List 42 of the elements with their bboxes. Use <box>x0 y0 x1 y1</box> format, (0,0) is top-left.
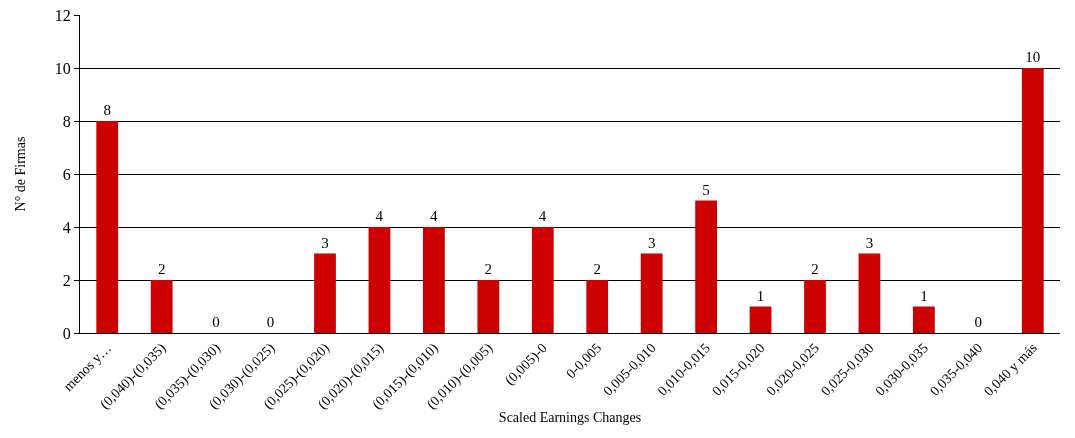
data-label: 2 <box>484 261 493 277</box>
bar <box>477 280 500 333</box>
bar <box>586 280 609 333</box>
data-label: 0 <box>266 314 275 330</box>
data-label: 5 <box>702 181 710 198</box>
data-label: 3 <box>865 234 874 251</box>
bar <box>1021 68 1044 333</box>
data-label: 2 <box>157 261 166 277</box>
data-label: 3 <box>321 234 329 251</box>
data-label: 1 <box>756 287 765 304</box>
y-tick-label: 6 <box>62 165 71 183</box>
y-tick-label: 2 <box>62 271 71 289</box>
bar <box>640 253 663 333</box>
bar <box>804 280 826 333</box>
data-label: 4 <box>538 208 547 224</box>
data-label: 4 <box>375 208 384 224</box>
bar <box>150 280 173 333</box>
y-tick-label: 12 <box>54 6 71 24</box>
bar <box>96 121 119 333</box>
bar <box>858 253 881 333</box>
data-label: 8 <box>103 102 111 118</box>
bar <box>314 253 336 333</box>
bar <box>749 306 772 333</box>
y-tick-label: 8 <box>62 112 71 130</box>
y-tick-label: 0 <box>62 324 71 342</box>
bar <box>368 227 391 333</box>
data-label: 0 <box>212 314 220 330</box>
bar <box>913 306 935 333</box>
data-label: 2 <box>811 261 819 277</box>
bar <box>423 227 445 333</box>
y-axis-title: N° de Firmas <box>13 136 29 212</box>
bar <box>695 200 717 333</box>
data-label: 10 <box>1025 49 1041 65</box>
data-label: 3 <box>647 234 656 251</box>
data-label: 1 <box>920 287 928 304</box>
x-axis-title: Scaled Earnings Changes <box>498 409 642 425</box>
data-label: 4 <box>429 208 438 224</box>
y-tick-label: 4 <box>62 218 71 236</box>
data-label: 2 <box>593 261 601 277</box>
y-tick-label: 10 <box>54 59 71 77</box>
data-label: 0 <box>974 314 983 330</box>
bar <box>531 227 554 333</box>
